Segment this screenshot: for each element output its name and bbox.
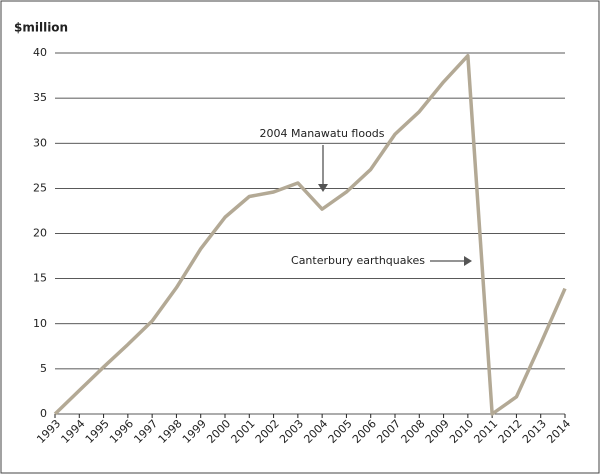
- y-tick-label: 15: [33, 272, 47, 285]
- arrow-head: [464, 256, 472, 266]
- x-tick-label: 1994: [59, 417, 88, 446]
- x-tick-label: 2005: [326, 417, 355, 446]
- y-tick-label: 35: [33, 91, 47, 104]
- annotation: 2004 Manawatu floods: [259, 127, 384, 140]
- x-tick-label: 2004: [301, 417, 330, 446]
- y-tick-label: 40: [33, 46, 47, 59]
- annotation-bg: [258, 126, 386, 142]
- x-tick-label: 2003: [277, 417, 306, 446]
- x-tick-label: 2008: [399, 417, 428, 446]
- y-axis-label: $million: [14, 21, 68, 35]
- x-tick-label: 2012: [496, 417, 525, 446]
- arrow-head: [318, 184, 328, 192]
- y-tick-label: 25: [33, 181, 47, 194]
- annotation-bg: [292, 253, 424, 269]
- x-tick-label: 2013: [520, 417, 549, 446]
- y-tick-label: 5: [40, 362, 47, 375]
- y-tick-label: 30: [33, 136, 47, 149]
- x-tick-label: 2001: [229, 417, 258, 446]
- x-tick-label: 1995: [83, 417, 112, 446]
- data-line: [53, 53, 567, 416]
- x-tick-label: 1996: [107, 417, 136, 446]
- x-tick-label: 2007: [374, 417, 403, 446]
- x-tick-label: 1993: [34, 417, 63, 446]
- x-tick-label: 2000: [204, 417, 233, 446]
- annotation: Canterbury earthquakes: [291, 254, 425, 267]
- x-tick-label: 2002: [253, 417, 282, 446]
- y-tick-label: 0: [40, 407, 47, 420]
- x-tick-label: 2011: [471, 417, 500, 446]
- x-tick-label: 2009: [423, 417, 452, 446]
- x-tick-label: 1997: [131, 417, 160, 446]
- x-tick-label: 2006: [350, 417, 379, 446]
- x-tick-label: 2010: [447, 417, 476, 446]
- y-tick-label: 10: [33, 317, 47, 330]
- x-tick-label: 2014: [544, 417, 573, 446]
- x-tick-label: 1998: [156, 417, 185, 446]
- y-tick-label: 20: [33, 227, 47, 240]
- x-tick-label: 1999: [180, 417, 209, 446]
